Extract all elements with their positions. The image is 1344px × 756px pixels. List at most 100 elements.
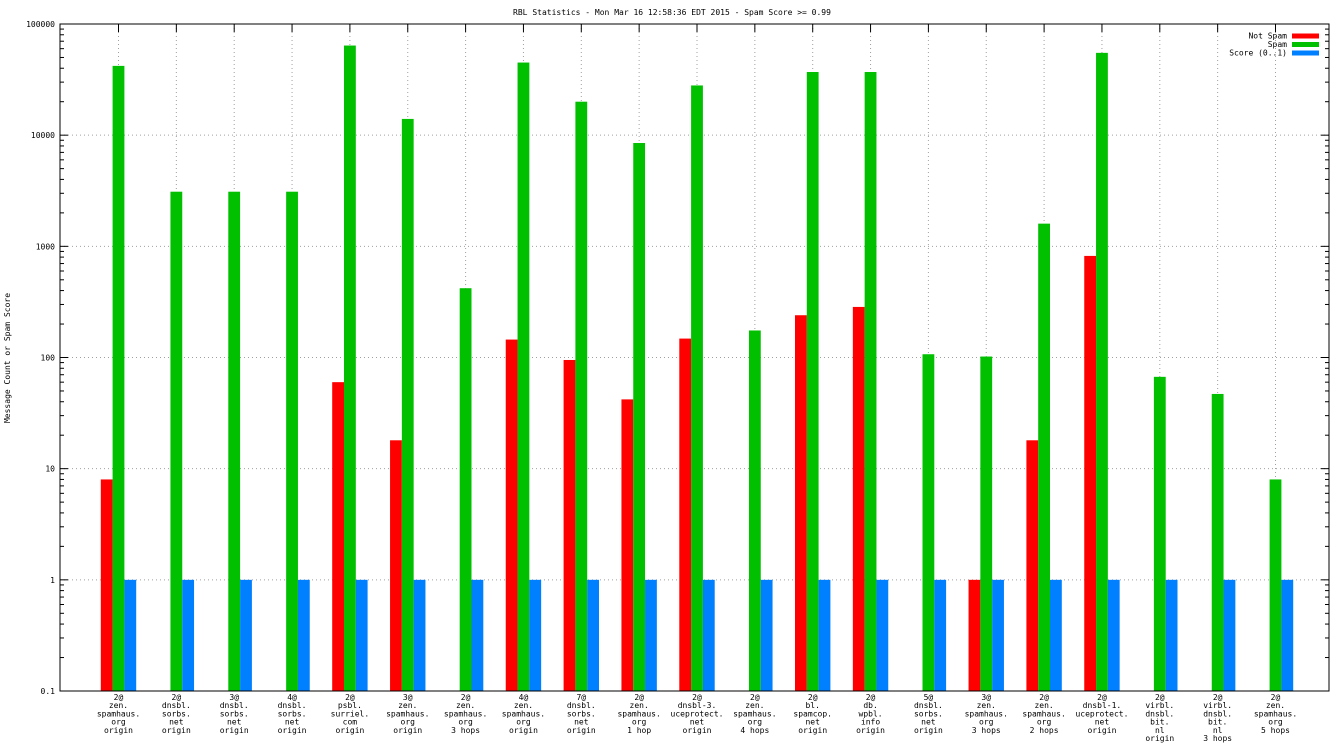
plot-frame [59,23,1330,692]
x-tick-label-line: uceprotect. [1075,709,1128,718]
x-tick-label-line: spamhaus. [1022,709,1065,718]
bar-score [992,579,1004,691]
bar-score [702,579,715,691]
x-tick-label-line: org [111,718,126,727]
x-tick-label-line: spamhaus. [1254,709,1297,718]
bar-score [645,579,657,691]
x-tick-label-line: dnsbl. [220,701,249,710]
x-tick-label-line: 2@ [808,693,818,702]
x-tick-label-line: spamhaus. [97,709,140,718]
bar-score [1107,579,1120,691]
x-tick-label-line: 4@ [519,693,529,702]
x-tick-label-line: wpbl. [859,709,883,718]
bar-score [818,579,831,691]
bar-score [876,579,889,691]
bar-score [1223,579,1236,691]
y-tick-label: 1 [50,576,55,585]
x-tick-label-line: dnsbl. [1203,709,1232,718]
x-tick-label-line: 2@ [1155,693,1165,702]
x-tick-label-line: org [979,718,994,727]
bar-spam [691,85,703,692]
x-tick-label-line: 3 hops [972,726,1001,735]
legend-label: Score (0..1) [1229,49,1287,58]
bar-spam [228,191,241,691]
x-tick-label-line: 2@ [345,693,355,702]
x-tick-label-line: 2@ [1213,693,1223,702]
y-axis-ticks: 0.1 1 10 100 1000 10000 100000 [26,20,1329,696]
bar-spam [170,191,183,691]
bar-score [1050,579,1062,691]
x-tick-label-line: 4 hops [740,726,769,735]
bar-spam [1211,393,1224,691]
x-tick-label-line: 4@ [287,693,297,702]
x-tick-label-line: net [690,718,705,727]
bar-score [413,579,426,691]
y-tick-label: 10 [45,465,55,474]
legend-swatch [1292,42,1319,47]
bar-spam [286,191,298,691]
bar-spam [1153,376,1166,691]
bar-spam [401,118,414,691]
bar-score [124,579,137,691]
x-tick-label-line: zen. [977,701,996,710]
x-tick-label-line: surriel. [331,709,370,718]
x-tick-label-line: 2@ [634,693,644,702]
x-tick-label-line: org [401,718,416,727]
bar-score [587,579,599,691]
x-tick-label: 2@ dnsbl. sorbs. net origin [162,693,191,735]
x-tick-label-line: spamhaus. [733,709,776,718]
bar-not-spam [505,339,518,691]
x-tick-label-line: origin [1087,726,1116,735]
x-tick-label-line: net [921,718,936,727]
x-tick-label-line: origin [567,726,596,735]
chart-title: RBL Statistics - Mon Mar 16 12:58:36 EDT… [513,8,831,17]
bar-spam [344,45,356,691]
bar-not-spam [621,399,634,691]
x-tick-label-line: net [227,718,242,727]
x-tick-label-line: 2@ [1271,693,1281,702]
x-tick-label-line: 3 hops [451,726,480,735]
x-tick-label-line: 7@ [576,693,586,702]
x-tick-label-line: spamhaus. [386,709,429,718]
bar-not-spam [679,338,692,691]
bar-spam [806,72,819,691]
x-tick-label: 4@ zen. spamhaus. org origin [502,693,545,735]
bar-spam [748,330,761,691]
x-tick-label-line: origin [914,726,943,735]
x-tick-label: 2@ bl. spamcop. net origin [793,693,832,735]
x-tick-label: 2@ dnsbl-3. uceprotect. net origin [671,693,724,735]
bar-not-spam [332,382,344,691]
x-tick-label-line: dnsbl-3. [678,701,717,710]
y-tick-label: 100000 [26,20,55,29]
bar-score [1281,579,1294,691]
bar-score [355,579,368,691]
x-tick-label-line: sorbs. [162,709,191,718]
x-tick-label-line: origin [220,726,249,735]
x-tick-label-line: net [805,718,820,727]
x-tick-label: 2@ zen. spamhaus. org 4 hops [733,693,776,735]
x-tick-label-line: sorbs. [278,709,307,718]
x-tick-label-line: origin [335,726,364,735]
x-tick-label: 3@ dnsbl. sorbs. net origin [220,693,249,735]
bar-spam [1269,479,1282,691]
bar-spam [922,354,935,691]
bar-score [297,579,310,691]
x-tick-label-line: dnsbl. [278,701,307,710]
x-tick-label-line: dnsbl. [1145,709,1174,718]
x-tick-label-line: origin [798,726,827,735]
legend-swatch [1292,33,1319,39]
legend-swatch [1292,50,1319,56]
bar-spam [1038,223,1050,691]
x-tick-label-line: origin [393,726,422,735]
bar-not-spam [1084,255,1097,691]
x-tick-label-line: virbl. [1203,701,1232,710]
x-tick-label-line: origin [278,726,307,735]
x-tick-label-line: 2@ [750,693,760,702]
bar-score [760,579,773,691]
x-tick-label-line: dnsbl. [914,701,943,710]
x-tick-label-line: 2@ [1039,693,1049,702]
y-tick-label: 10000 [31,131,55,140]
x-tick-label-line: sorbs. [914,709,943,718]
